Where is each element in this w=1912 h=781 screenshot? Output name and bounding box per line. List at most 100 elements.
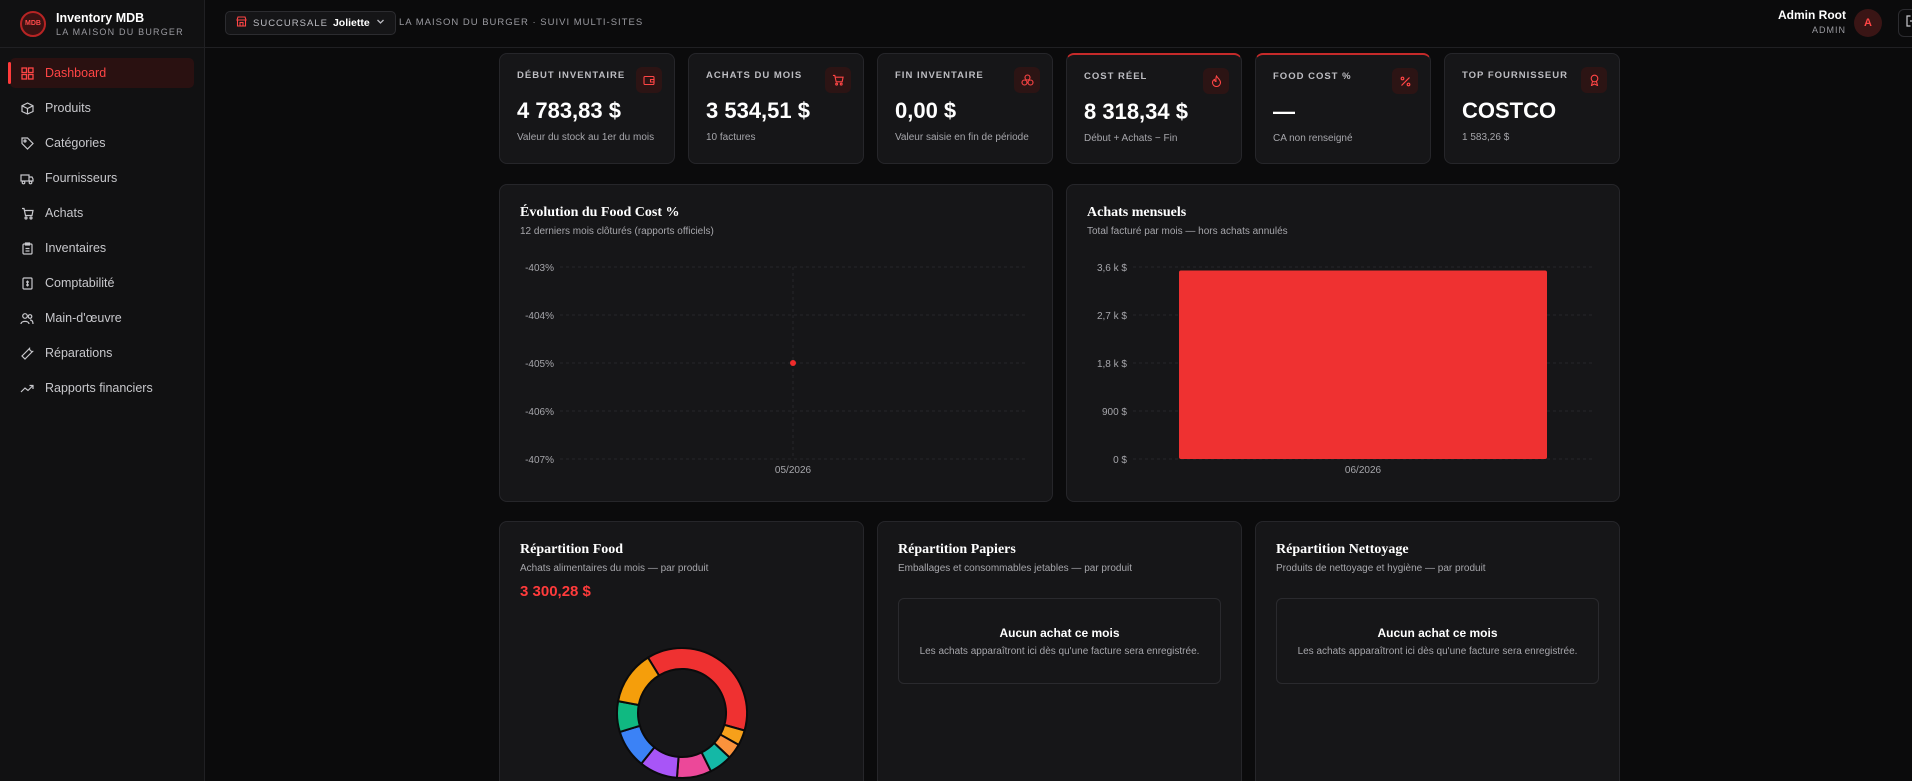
sidebar-item-rapports-financiers[interactable]: Rapports financiers: [10, 373, 194, 403]
sidebar-item-comptabilite[interactable]: Comptabilité: [10, 268, 194, 298]
kpi-card-fin-inventaire: FIN INVENTAIRE 0,00 $ Valeur saisie en f…: [877, 53, 1053, 164]
panel-title: Évolution du Food Cost %: [520, 205, 680, 220]
truck-icon: [20, 171, 34, 185]
kpi-value: COSTCO: [1462, 98, 1557, 123]
empty-state: Aucun achat ce mois Les achats apparaîtr…: [1276, 598, 1599, 684]
food-cost-panel: Évolution du Food Cost % 12 derniers moi…: [499, 184, 1053, 502]
kpi-card-top-fournisseur: TOP FOURNISSEUR COSTCO 1 583,26 $: [1444, 53, 1620, 164]
kpi-label: TOP FOURNISSEUR: [1462, 70, 1568, 81]
sidebar-item-label: Inventaires: [45, 241, 107, 255]
kpi-label: ACHATS DU MOIS: [706, 70, 803, 81]
sidebar-item-label: Catégories: [45, 136, 106, 150]
avatar[interactable]: A: [1854, 9, 1882, 37]
topbar-subtitle: LA MAISON DU BURGER · SUIVI MULTI-SITES: [399, 17, 644, 28]
ledger-icon: [20, 276, 34, 290]
kpi-card-debut-inventaire: DÉBUT INVENTAIRE 4 783,83 $ Valeur du st…: [499, 53, 675, 164]
food-cost-line-chart: -403% -404% -405% -406% -407% 05/2026: [525, 263, 1026, 476]
kpi-label: FOOD COST %: [1273, 71, 1352, 82]
user-role: ADMIN: [1812, 25, 1846, 35]
sidebar-item-label: Dashboard: [45, 66, 107, 80]
kpi-value: 4 783,83 $: [517, 98, 621, 123]
achats-panel: Achats mensuels Total facturé par mois —…: [1066, 184, 1620, 502]
x-tick-label: 06/2026: [1345, 465, 1382, 476]
chevron-down-icon: [376, 17, 385, 29]
sidebar-item-label: Rapports financiers: [45, 381, 153, 395]
kpi-value: 8 318,34 $: [1084, 99, 1188, 124]
repartition-nettoyage-panel: Répartition Nettoyage Produits de nettoy…: [1255, 521, 1620, 781]
sidebar-item-label: Comptabilité: [45, 276, 115, 290]
branch-select[interactable]: SUCCURSALE Joliette: [225, 11, 396, 35]
logout-icon: [1906, 14, 1912, 32]
y-tick-label: 900 $: [1102, 407, 1127, 418]
kpi-sub: CA non renseigné: [1273, 133, 1353, 144]
user-name: Admin Root: [1778, 8, 1846, 22]
panel-subtitle: Emballages et consommables jetables — pa…: [898, 563, 1133, 574]
donut-slice: [646, 647, 748, 732]
y-tick-label: -403%: [525, 263, 554, 274]
sidebar-item-label: Fournisseurs: [45, 171, 118, 185]
panel-subtitle: Achats alimentaires du mois — par produi…: [520, 563, 709, 574]
panel-subtitle: Produits de nettoyage et hygiène — par p…: [1276, 563, 1486, 574]
y-tick-label: -404%: [525, 311, 554, 322]
data-point: [790, 360, 796, 366]
sidebar-item-label: Achats: [45, 206, 84, 220]
kpi-label: COST RÉEL: [1084, 71, 1148, 82]
branch-value: Joliette: [332, 17, 370, 29]
panel-title: Répartition Food: [520, 542, 624, 557]
kpi-sub: 10 factures: [706, 132, 756, 143]
trend-icon: [20, 381, 34, 395]
sidebar-item-label: Main-d'œuvre: [45, 311, 122, 325]
kpi-sub: 1 583,26 $: [1462, 132, 1510, 143]
tag-icon: [20, 136, 34, 150]
sidebar-item-fournisseurs[interactable]: Fournisseurs: [10, 163, 194, 193]
brand-logo: MDB: [20, 10, 46, 37]
kpi-label: FIN INVENTAIRE: [895, 70, 984, 81]
kpi-value: —: [1273, 99, 1295, 124]
flame-icon: [1203, 68, 1229, 94]
sidebar-item-main-doeuvre[interactable]: Main-d'œuvre: [10, 303, 194, 333]
sidebar-item-categories[interactable]: Catégories: [10, 128, 194, 158]
user-info: Admin Root ADMIN: [1778, 8, 1846, 35]
y-tick-label: 0 $: [1113, 455, 1127, 466]
panel-subtitle: 12 derniers mois clôturés (rapports offi…: [520, 226, 714, 237]
brand-text: Inventory MDB LA MAISON DU BURGER: [56, 11, 184, 37]
panel-title: Achats mensuels: [1087, 205, 1187, 220]
empty-state-message: Les achats apparaîtront ici dès qu'une f…: [1297, 646, 1578, 657]
layers-icon: [1014, 67, 1040, 93]
y-tick-label: 1,8 k $: [1097, 359, 1127, 370]
empty-state-title: Aucun achat ce mois: [1377, 626, 1498, 640]
x-tick-label: 05/2026: [775, 465, 812, 476]
kpi-sub: Début + Achats − Fin: [1084, 133, 1178, 144]
kpi-sub: Valeur saisie en fin de période: [895, 132, 1029, 143]
bar: [1179, 270, 1547, 459]
sidebar-item-produits[interactable]: Produits: [10, 93, 194, 123]
sidebar-item-label: Réparations: [45, 346, 113, 360]
donut-slice: [616, 700, 642, 734]
kpi-sub: Valeur du stock au 1er du mois: [517, 132, 655, 143]
sidebar-item-reparations[interactable]: Réparations: [10, 338, 194, 368]
donut-slice: [616, 656, 661, 707]
kpi-card-achats-du-mois: ACHATS DU MOIS 3 534,51 $ 10 factures: [688, 53, 864, 164]
sidebar-item-achats[interactable]: Achats: [10, 198, 194, 228]
y-tick-label: 2,7 k $: [1097, 311, 1127, 322]
percent-icon: [1392, 68, 1418, 94]
sidebar-item-inventaires[interactable]: Inventaires: [10, 233, 194, 263]
brand[interactable]: MDB Inventory MDB LA MAISON DU BURGER: [0, 0, 204, 48]
kpi-label: DÉBUT INVENTAIRE: [517, 70, 626, 81]
brand-subtitle: LA MAISON DU BURGER: [56, 26, 184, 37]
y-tick-label: 3,6 k $: [1097, 263, 1127, 274]
sidebar-item-dashboard[interactable]: Dashboard: [8, 58, 194, 88]
repartition-papiers-panel: Répartition Papiers Emballages et consom…: [877, 521, 1242, 781]
sidebar-item-label: Produits: [45, 101, 91, 115]
kpi-card-cost-reel: COST RÉEL 8 318,34 $ Début + Achats − Fi…: [1066, 53, 1242, 164]
logout-button[interactable]: [1898, 9, 1912, 37]
brand-title: Inventory MDB: [56, 10, 145, 25]
wallet-icon: [636, 67, 662, 93]
clipboard-icon: [20, 241, 34, 255]
y-tick-label: -407%: [525, 455, 554, 466]
award-icon: [1581, 67, 1607, 93]
kpi-value: 3 534,51 $: [706, 98, 810, 123]
empty-state-message: Les achats apparaîtront ici dès qu'une f…: [919, 646, 1200, 657]
empty-state-title: Aucun achat ce mois: [999, 626, 1120, 640]
